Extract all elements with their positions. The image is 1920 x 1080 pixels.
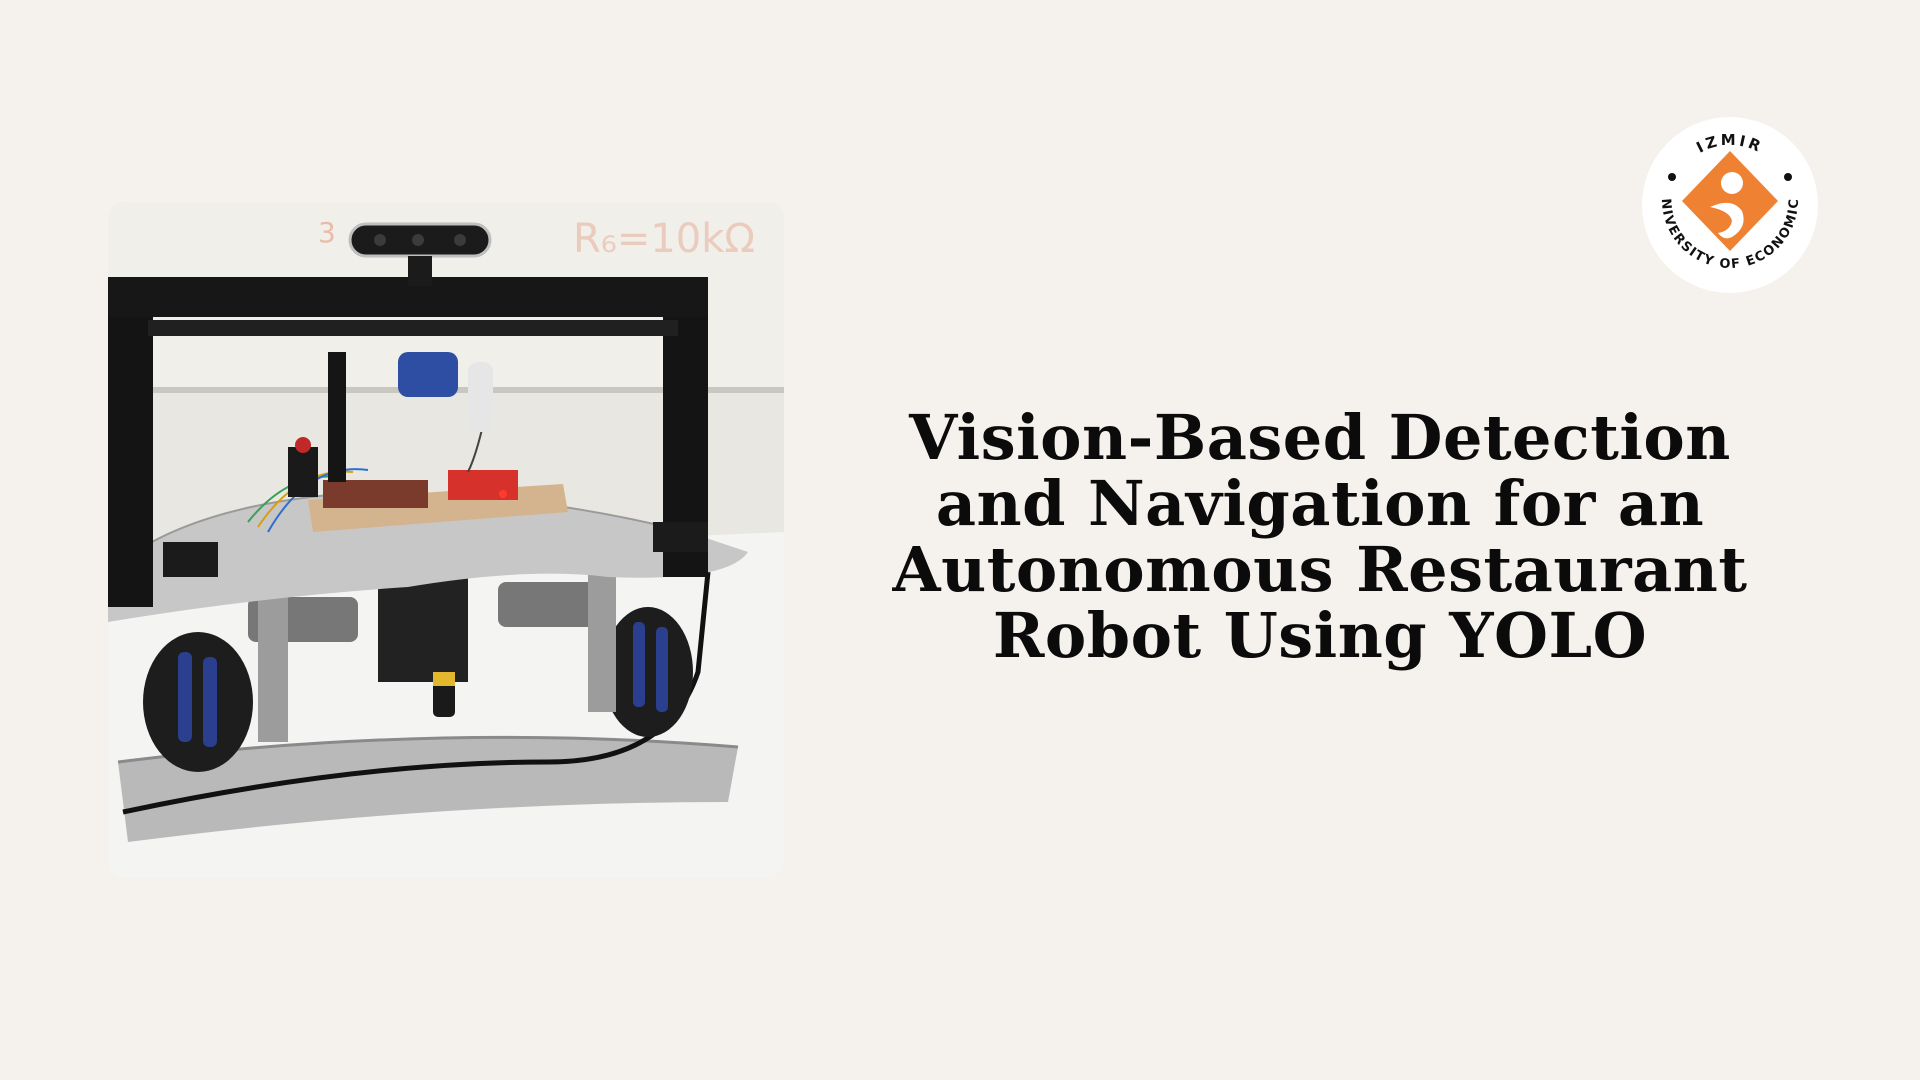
- university-logo: IZMIR UNIVERSITY OF ECONOMICS: [1634, 104, 1820, 295]
- title-line-1: Vision-Based Detection: [909, 401, 1731, 474]
- title-line-2: and Navigation for an: [935, 467, 1705, 540]
- title-line-4: Robot Using YOLO: [992, 599, 1648, 672]
- robot-illustration: 3 R₆=10kΩ: [108, 202, 784, 878]
- svg-text:3: 3: [318, 216, 336, 249]
- svg-text:R₆=10kΩ: R₆=10kΩ: [573, 216, 755, 262]
- robot-photo: 3 R₆=10kΩ: [108, 202, 784, 878]
- slide-title: Vision-Based Detection and Navigation fo…: [880, 405, 1760, 669]
- title-line-3: Autonomous Restaurant: [892, 533, 1748, 606]
